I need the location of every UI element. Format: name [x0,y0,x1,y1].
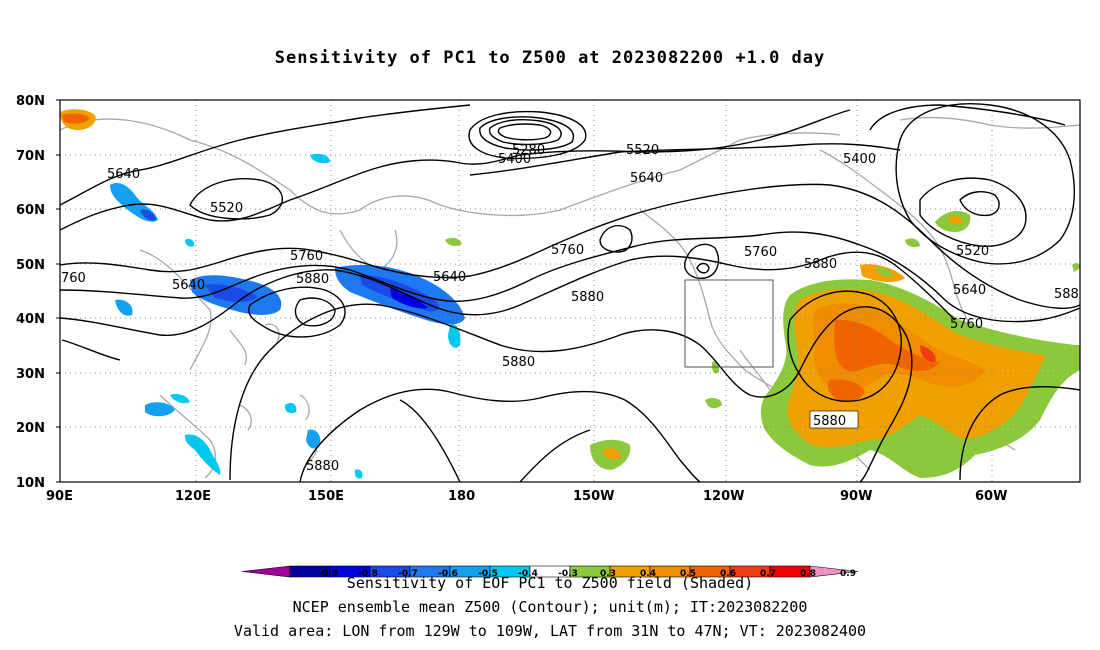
colorbar-tick-label: 0.8 [800,569,816,579]
valid-area-box [684,279,774,368]
contour-label: 588 [1054,287,1079,302]
lat-label: 40N [16,312,45,327]
contour-label: 5880 [571,290,604,305]
contour-label: 5280 [512,143,545,158]
contour-label: 5880 [813,414,846,429]
contour-label: 5640 [107,167,140,182]
colorbar: -0.9 -0.8 -0.7 -0.6 -0.5 -0.4 -0.3 0.3 0.4 0.5 0.6… [241,565,859,579]
footer-contour-caption: NCEP ensemble mean Z500 (Contour); unit(… [292,598,808,616]
z500-contours [60,103,1080,482]
contour-label: 5760 [290,249,323,264]
colorbar-tick-label: -0.8 [358,569,378,579]
colorbar-tick-label: -0.9 [318,569,338,579]
contour-label: 5760 [950,317,983,332]
lon-label: 90E [46,489,73,504]
contour-label: 5640 [172,278,205,293]
contour-label: 5880 [502,355,535,370]
colorbar-right-arrow [809,565,859,578]
colorbar-tick-label: 0.5 [680,569,696,579]
lon-label: 120W [703,489,744,504]
contour-label: 5520 [626,143,659,158]
contour-label: 760 [61,271,86,286]
contour-label: 5520 [956,244,989,259]
lat-label: 50N [16,258,45,273]
coastlines [60,116,1080,479]
plot-frame [59,99,1081,483]
colorbar-tick-label: 0.6 [720,569,736,579]
lat-label: 30N [16,367,45,382]
colorbar-tick-label: -0.5 [478,569,498,579]
longitude-labels: 90E 120E 150E 180 150W 120W 90W 60W [46,489,1007,504]
positive-sensitivity-shading [60,109,1080,478]
lon-label: 150E [308,489,344,504]
contour-label: 5880 [804,257,837,272]
contour-label: 5400 [843,152,876,167]
contour-label: 5760 [551,243,584,258]
footer-shading-caption: Sensitivity of EOF PC1 to Z500 field (Sh… [346,574,754,592]
colorbar-tick-label: 0.9 [840,569,856,579]
graticule [60,100,1080,482]
lat-label: 60N [16,203,45,218]
contour-label: 5640 [953,283,986,298]
contour-label: 5760 [744,245,777,260]
colorbar-tick-label: -0.6 [438,569,458,579]
colorbar-tick-label: 0.3 [600,569,616,579]
contour-label: 5880 [296,272,329,287]
contour-labels: 5640 5520 5760 5640 5880 5640 5880 5280 … [61,143,1079,474]
contour-label: 5880 [306,459,339,474]
negative-sensitivity-shading [110,153,465,479]
lon-label: 90W [840,489,872,504]
contour-label: 5520 [210,201,243,216]
contour-label: 5640 [433,270,466,285]
footer-valid-area-caption: Valid area: LON from 129W to 109W, LAT f… [233,622,867,640]
colorbar-tick-label: -0.4 [518,569,538,579]
colorbar-tick-label: -0.7 [398,569,418,579]
contour-label: 5400 [498,152,531,167]
lon-label: 150W [573,489,614,504]
lat-label: 80N [16,94,45,109]
lon-label: 60W [975,489,1007,504]
latitude-labels: 80N 70N 60N 50N 40N 30N 20N 10N [16,94,45,491]
lat-label: 70N [16,149,45,164]
lon-label: 180 [448,489,475,504]
map-title: Sensitivity of PC1 to Z500 at 2023082200… [274,48,826,68]
colorbar-tick-label: 0.7 [760,569,776,579]
lat-label: 20N [16,421,45,436]
colorbar-tick-label: 0.4 [640,569,656,579]
lon-label: 120E [175,489,211,504]
lat-label: 10N [16,476,45,491]
contour-label: 5640 [630,171,663,186]
colorbar-tick-label: -0.3 [558,569,578,579]
